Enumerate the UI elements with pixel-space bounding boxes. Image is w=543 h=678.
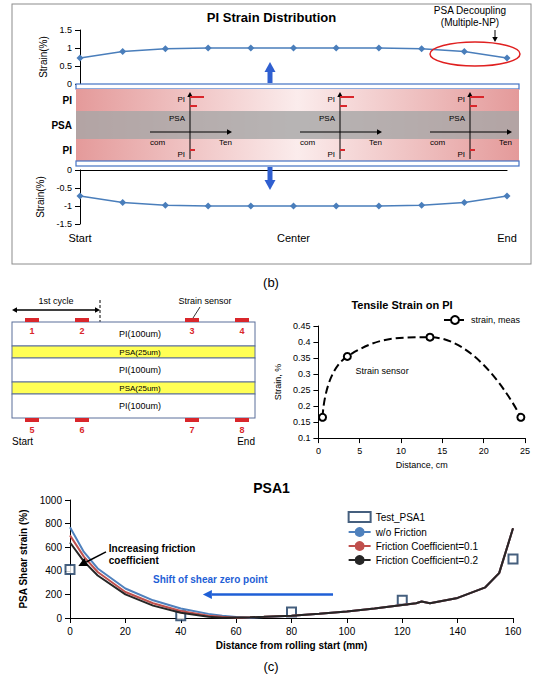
svg-text:w/o Friction: w/o Friction	[375, 527, 427, 538]
svg-text:10: 10	[396, 446, 406, 456]
svg-text:80: 80	[286, 626, 298, 637]
svg-text:-1: -1	[64, 201, 72, 211]
svg-text:PSA: PSA	[319, 114, 336, 123]
svg-text:0: 0	[67, 79, 72, 89]
svg-text:Center: Center	[277, 232, 310, 244]
svg-text:0.2: 0.2	[298, 401, 311, 411]
svg-text:4: 4	[239, 326, 244, 336]
svg-text:strain, meas: strain, meas	[471, 315, 521, 325]
svg-text:0.25: 0.25	[293, 385, 311, 395]
svg-text:PI(100um): PI(100um)	[119, 365, 161, 375]
svg-text:com: com	[430, 138, 445, 147]
svg-text:2: 2	[79, 326, 84, 336]
svg-text:120: 120	[394, 626, 411, 637]
svg-text:PI: PI	[177, 95, 185, 104]
svg-text:400: 400	[45, 565, 62, 576]
svg-text:0: 0	[316, 446, 321, 456]
svg-text:7: 7	[189, 425, 194, 435]
svg-text:Strain sensor: Strain sensor	[356, 366, 409, 376]
svg-text:0.5: 0.5	[59, 61, 72, 71]
svg-text:PI: PI	[63, 145, 73, 156]
svg-text:1: 1	[29, 326, 34, 336]
svg-text:PI(100um): PI(100um)	[119, 401, 161, 411]
svg-text:PSA(25um): PSA(25um)	[119, 348, 161, 357]
svg-text:Tensile Strain on PI: Tensile Strain on PI	[351, 299, 452, 311]
svg-text:160: 160	[505, 626, 522, 637]
svg-text:5: 5	[357, 446, 362, 456]
svg-text:PI: PI	[327, 150, 335, 159]
svg-text:40: 40	[175, 626, 187, 637]
svg-text:(c): (c)	[263, 659, 278, 674]
svg-text:PSA(25um): PSA(25um)	[119, 384, 161, 393]
svg-text:0.1: 0.1	[298, 433, 311, 443]
svg-text:Friction Coefficient=0.1: Friction Coefficient=0.1	[376, 541, 479, 552]
svg-text:Strain(%): Strain(%)	[35, 176, 46, 218]
svg-text:0.15: 0.15	[293, 417, 311, 427]
svg-text:Friction Coefficient=0.2: Friction Coefficient=0.2	[376, 555, 479, 566]
svg-text:5: 5	[29, 425, 34, 435]
svg-text:coefficient: coefficient	[109, 555, 160, 566]
svg-text:Ten: Ten	[219, 138, 232, 147]
svg-text:Start: Start	[68, 232, 91, 244]
svg-text:25: 25	[520, 446, 530, 456]
svg-text:800: 800	[45, 518, 62, 529]
svg-text:Strain, %: Strain, %	[273, 364, 283, 401]
svg-text:Shift of shear zero point: Shift of shear zero point	[153, 574, 268, 585]
svg-text:20: 20	[479, 446, 489, 456]
svg-text:Increasing friction: Increasing friction	[109, 543, 198, 554]
svg-text:com: com	[150, 138, 165, 147]
svg-text:1000: 1000	[40, 495, 63, 506]
svg-text:Start: Start	[12, 436, 33, 447]
svg-text:Strain sensor: Strain sensor	[178, 296, 231, 306]
svg-text:8: 8	[239, 425, 244, 435]
svg-text:PI: PI	[457, 95, 465, 104]
svg-text:PI: PI	[327, 95, 335, 104]
svg-text:0.4: 0.4	[298, 337, 311, 347]
svg-text:600: 600	[45, 542, 62, 553]
svg-text:Ten: Ten	[369, 138, 382, 147]
svg-text:PSA Shear strain (%): PSA Shear strain (%)	[18, 509, 29, 608]
svg-text:3: 3	[189, 326, 194, 336]
svg-text:0: 0	[67, 165, 72, 175]
svg-text:1.5: 1.5	[59, 25, 72, 35]
svg-text:End: End	[237, 436, 255, 447]
svg-text:0.45: 0.45	[293, 321, 311, 331]
svg-text:140: 140	[449, 626, 466, 637]
svg-text:PI: PI	[63, 95, 73, 106]
svg-text:60: 60	[231, 626, 243, 637]
svg-text:Ten: Ten	[499, 138, 512, 147]
svg-text:15: 15	[437, 446, 447, 456]
svg-text:PI: PI	[177, 150, 185, 159]
svg-text:com: com	[300, 138, 315, 147]
svg-text:Test_PSA1: Test_PSA1	[376, 512, 426, 523]
svg-text:0: 0	[67, 626, 73, 637]
svg-text:6: 6	[79, 425, 84, 435]
svg-text:PSA1: PSA1	[253, 480, 290, 496]
svg-text:PI: PI	[457, 150, 465, 159]
svg-text:200: 200	[45, 589, 62, 600]
svg-text:0.35: 0.35	[293, 353, 311, 363]
svg-text:100: 100	[339, 626, 356, 637]
svg-text:PSA: PSA	[169, 114, 186, 123]
html-text:PSA Decoupling (Multiple-NP): PSA Decoupling (Multiple-NP)	[433, 5, 507, 28]
svg-text:PI(100um): PI(100um)	[119, 329, 161, 339]
svg-text:1: 1	[67, 43, 72, 53]
svg-text:0: 0	[56, 613, 62, 624]
svg-text:20: 20	[120, 626, 132, 637]
svg-text:Distance, cm: Distance, cm	[396, 460, 448, 470]
svg-text:End: End	[497, 232, 517, 244]
svg-text:PI Strain Distribution: PI Strain Distribution	[207, 10, 336, 25]
svg-text:0.3: 0.3	[298, 369, 311, 379]
svg-text:Distance from rolling start (m: Distance from rolling start (mm)	[216, 640, 368, 651]
svg-text:(b): (b)	[263, 275, 279, 290]
svg-text:-1.5: -1.5	[56, 219, 72, 229]
svg-text:Strain(%): Strain(%)	[38, 36, 49, 78]
svg-text:PSA: PSA	[51, 120, 72, 131]
svg-text:1st cycle: 1st cycle	[38, 296, 73, 306]
svg-text:-0.5: -0.5	[56, 183, 72, 193]
svg-text:PSA: PSA	[449, 114, 466, 123]
